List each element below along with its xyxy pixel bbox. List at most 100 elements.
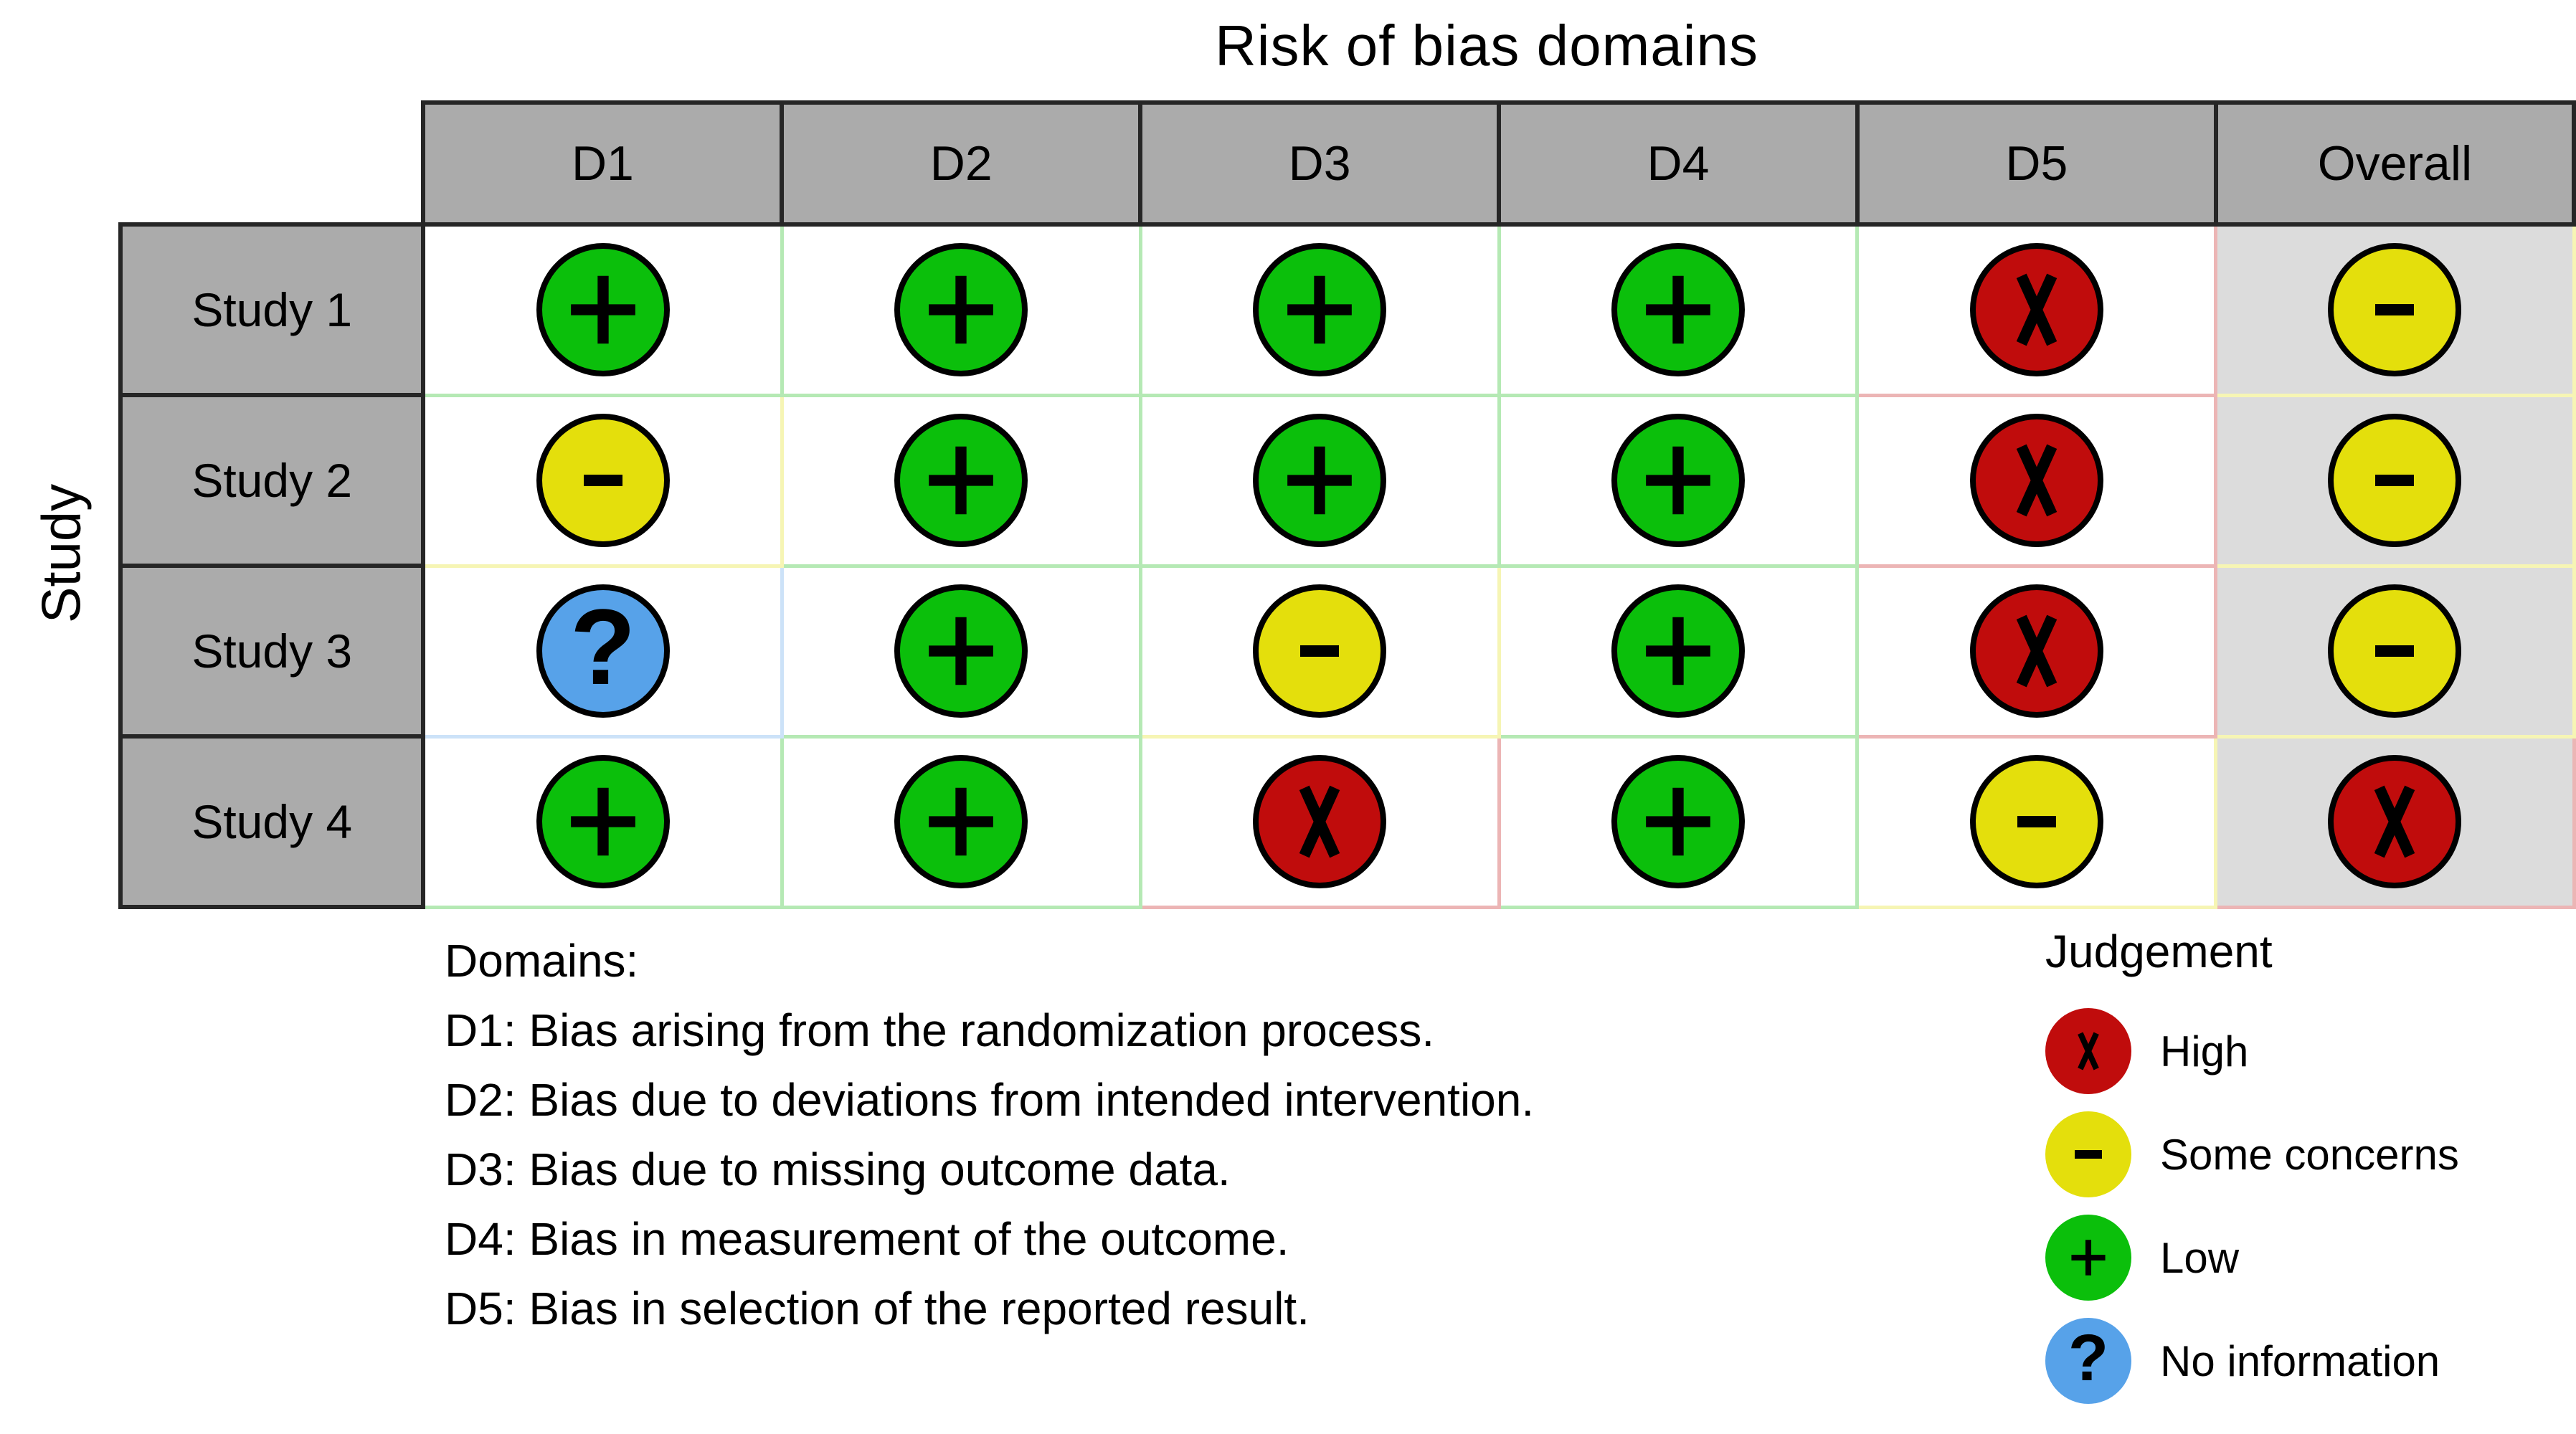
judgement-circle-low	[536, 755, 670, 888]
column-header-d5: D5	[1855, 100, 2218, 227]
some-concerns-icon	[583, 475, 622, 486]
rob-cell-study2-overall	[2214, 393, 2576, 568]
domains-note: Domains: D1: Bias arising from the rando…	[445, 926, 1534, 1344]
judgement-circle-concerns	[2328, 584, 2462, 718]
rob-cell-study4-d2	[780, 734, 1142, 909]
no-information-icon: ?	[569, 587, 636, 707]
judgement-circle-noinfo: ?	[536, 584, 670, 718]
table-row: Study 3?	[118, 564, 2576, 739]
column-header-d1: D1	[421, 100, 785, 227]
judgement-circle-high	[2328, 755, 2462, 888]
low-risk-icon	[929, 276, 994, 344]
rob-cell-study1-d4	[1497, 222, 1860, 397]
rob-cell-study4-d5	[1855, 734, 2218, 909]
high-risk-icon	[2016, 614, 2058, 688]
low-risk-icon	[929, 617, 994, 685]
risk-of-bias-table: D1 D2 D3 D4 D5 Overall Study 1 Study 2 Stu…	[118, 100, 2576, 909]
judgement-circle-concerns	[2045, 1111, 2131, 1197]
low-risk-icon	[929, 787, 994, 856]
judgement-circle-high	[2045, 1008, 2131, 1094]
rob-cell-study1-d1	[421, 222, 784, 397]
judgement-legend: Judgement High Some concerns Low? No inform…	[2045, 925, 2459, 1421]
study-axis-label: Study	[31, 483, 93, 624]
table-row: Study 4	[118, 734, 2576, 909]
low-risk-icon	[1646, 446, 1710, 515]
judgement-circle-high	[1969, 414, 2103, 547]
legend-label: Low	[2160, 1233, 2240, 1282]
low-risk-icon	[1646, 787, 1710, 856]
low-risk-icon	[1646, 617, 1710, 685]
rob-cell-study3-overall	[2214, 564, 2576, 739]
rob-cell-study2-d2	[780, 393, 1142, 568]
domain-line-d2: D2: Bias due to deviations from intended…	[445, 1074, 1535, 1126]
domain-line-d5: D5: Bias in selection of the reported re…	[445, 1283, 1310, 1334]
low-risk-icon	[1287, 446, 1352, 515]
judgement-circle-low	[894, 243, 1028, 377]
legend-title: Judgement	[2045, 926, 2273, 977]
figure-title: Risk of bias domains	[1214, 14, 1759, 77]
column-header-overall: Overall	[2213, 100, 2576, 227]
domain-line-d3: D3: Bias due to missing outcome data.	[445, 1144, 1231, 1195]
some-concerns-icon	[2375, 645, 2415, 657]
high-risk-icon	[2078, 1032, 2099, 1070]
low-risk-icon	[1646, 276, 1710, 344]
judgement-circle-low	[894, 755, 1028, 888]
judgement-circle-low	[1611, 584, 1745, 718]
legend-item-low: Low	[2045, 1215, 2459, 1301]
some-concerns-icon	[2375, 475, 2415, 486]
judgement-circle-low	[1611, 755, 1745, 888]
no-information-icon: ?	[2068, 1321, 2109, 1395]
judgement-circle-low	[1611, 243, 1745, 377]
judgement-circle-low	[2045, 1215, 2131, 1301]
rob-cell-study3-d2	[780, 564, 1142, 739]
row-header: Study 3	[118, 564, 426, 739]
rob-cell-study1-d2	[780, 222, 1142, 397]
high-risk-icon	[2016, 273, 2058, 346]
domain-line-d1: D1: Bias arising from the randomization …	[445, 1005, 1435, 1056]
rob-cell-study4-d1	[421, 734, 784, 909]
judgement-circle-high	[1253, 755, 1387, 888]
judgement-circle-low	[536, 243, 670, 377]
rob-cell-study3-d3	[1138, 564, 1501, 739]
judgement-circle-low	[1611, 414, 1745, 547]
table-header-row: D1 D2 D3 D4 D5 Overall	[120, 100, 2576, 227]
column-header-d4: D4	[1497, 100, 1860, 227]
corner-cell	[120, 103, 424, 224]
row-header: Study 1	[118, 222, 426, 397]
legend-item-concerns: Some concerns	[2045, 1111, 2459, 1197]
high-risk-icon	[2016, 444, 2058, 517]
low-risk-icon	[1287, 276, 1352, 344]
rob-cell-study4-overall	[2214, 734, 2576, 909]
legend-label: High	[2160, 1027, 2249, 1076]
judgement-circle-concerns	[2328, 243, 2462, 377]
judgement-circle-low	[894, 584, 1028, 718]
low-risk-icon	[929, 446, 994, 515]
rob-cell-study3-d1: ?	[421, 564, 784, 739]
column-header-d3: D3	[1138, 100, 1502, 227]
table-row: Study 1	[118, 222, 2576, 397]
judgement-circle-low	[1253, 243, 1387, 377]
judgement-circle-concerns	[1969, 755, 2103, 888]
some-concerns-icon	[2075, 1150, 2102, 1159]
legend-label: No information	[2160, 1336, 2440, 1385]
legend-item-noinfo: ? No information	[2045, 1318, 2459, 1404]
rob-cell-study2-d3	[1138, 393, 1501, 568]
rob-cell-study4-d4	[1497, 734, 1860, 909]
judgement-circle-noinfo: ?	[2045, 1318, 2131, 1404]
judgement-circle-concerns	[2328, 414, 2462, 547]
rob-cell-study4-d3	[1138, 734, 1501, 909]
high-risk-icon	[1299, 785, 1340, 858]
rob-cell-study1-d5	[1855, 222, 2218, 397]
rob-cell-study1-overall	[2214, 222, 2576, 397]
domain-line-d4: D4: Bias in measurement of the outcome.	[445, 1213, 1289, 1265]
low-risk-icon	[570, 787, 635, 856]
rob-cell-study3-d4	[1497, 564, 1860, 739]
judgement-circle-concerns	[1253, 584, 1387, 718]
rob-cell-study2-d1	[421, 393, 784, 568]
row-header: Study 2	[118, 393, 426, 568]
domains-heading: Domains:	[445, 935, 639, 987]
column-header-d2: D2	[780, 100, 1143, 227]
some-concerns-icon	[2375, 304, 2415, 316]
judgement-circle-low	[1253, 414, 1387, 547]
row-header: Study 4	[118, 734, 426, 909]
